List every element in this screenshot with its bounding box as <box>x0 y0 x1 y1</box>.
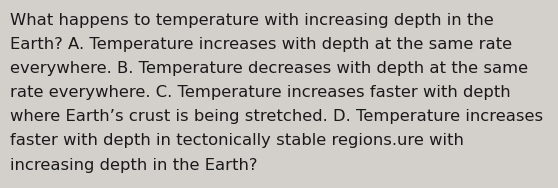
Text: What happens to temperature with increasing depth in the: What happens to temperature with increas… <box>10 13 494 28</box>
Text: rate everywhere. C. Temperature increases faster with depth: rate everywhere. C. Temperature increase… <box>10 85 511 100</box>
Text: faster with depth in tectonically stable regions.ure with: faster with depth in tectonically stable… <box>10 133 464 149</box>
Text: Earth? A. Temperature increases with depth at the same rate: Earth? A. Temperature increases with dep… <box>10 37 512 52</box>
Text: where Earth’s crust is being stretched. D. Temperature increases: where Earth’s crust is being stretched. … <box>10 109 543 124</box>
Text: everywhere. B. Temperature decreases with depth at the same: everywhere. B. Temperature decreases wit… <box>10 61 528 76</box>
Text: increasing depth in the Earth?: increasing depth in the Earth? <box>10 158 258 173</box>
